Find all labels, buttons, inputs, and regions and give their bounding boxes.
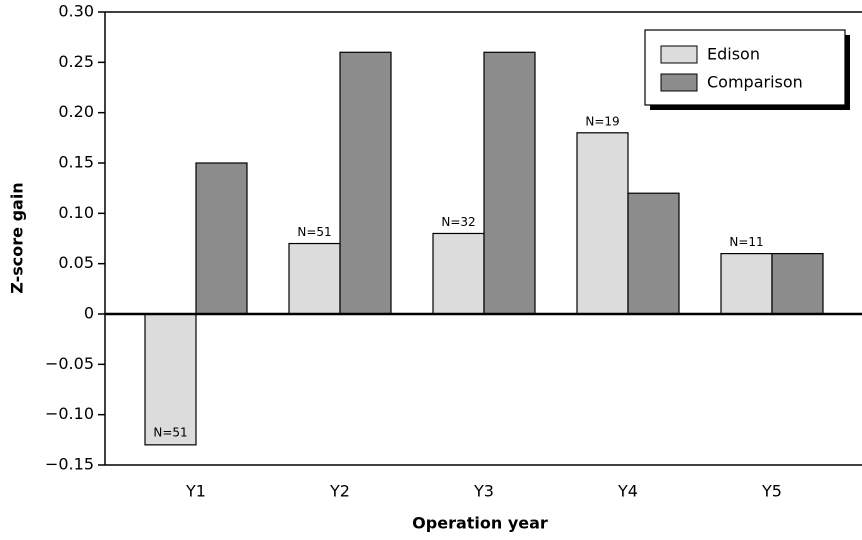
y-tick-label: 0	[84, 304, 94, 323]
legend-label: Comparison	[707, 73, 803, 92]
bar	[339, 51, 392, 315]
y-axis-label: Z-score gain	[8, 182, 27, 293]
x-tick-label: Y4	[617, 482, 638, 501]
n-label: N=51	[297, 225, 331, 239]
legend	[644, 29, 846, 106]
y-tick-label: −0.10	[45, 404, 94, 423]
n-label: N=51	[153, 425, 187, 439]
legend-swatch	[660, 45, 698, 64]
x-tick-label: Y2	[329, 482, 350, 501]
n-label: N=19	[585, 114, 619, 128]
bar	[576, 132, 629, 315]
bar	[483, 51, 536, 315]
bar	[627, 192, 680, 315]
x-axis-label: Operation year	[412, 514, 548, 533]
legend-swatch	[660, 73, 698, 92]
y-tick-label: 0.25	[58, 52, 94, 71]
bar	[771, 253, 824, 315]
bar	[720, 253, 773, 315]
y-tick-label: 0.30	[58, 2, 94, 21]
legend-label: Edison	[707, 45, 760, 64]
y-tick-label: −0.15	[45, 455, 94, 474]
x-tick-label: Y5	[761, 482, 782, 501]
bar	[288, 242, 341, 315]
bar	[144, 313, 197, 446]
n-label: N=11	[729, 235, 763, 249]
bar	[432, 232, 485, 315]
bar	[195, 162, 248, 315]
x-tick-label: Y1	[185, 482, 206, 501]
y-tick-label: 0.15	[58, 153, 94, 172]
x-tick-label: Y3	[473, 482, 494, 501]
n-label: N=32	[441, 215, 475, 229]
y-tick-label: −0.05	[45, 354, 94, 373]
y-tick-label: 0.05	[58, 253, 94, 272]
y-tick-label: 0.10	[58, 203, 94, 222]
y-tick-label: 0.20	[58, 102, 94, 121]
